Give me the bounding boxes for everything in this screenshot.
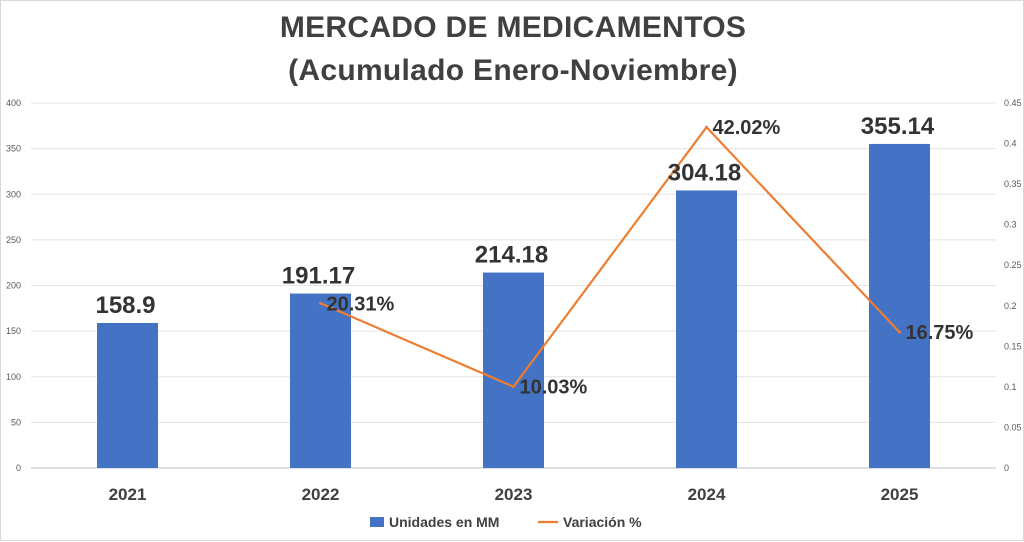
- line-point: [705, 125, 708, 129]
- bar: [869, 143, 930, 468]
- y-left-tick-label: 50: [11, 417, 21, 427]
- y-right-tick-label: 0.15: [1004, 341, 1022, 351]
- line-point: [898, 330, 901, 334]
- line-data-label: 42.02%: [713, 117, 781, 139]
- line-data-label: 16.75%: [906, 322, 974, 344]
- bar: [483, 272, 544, 468]
- y-right-tick-label: 0.2: [1004, 301, 1017, 311]
- y-left-tick-label: 150: [6, 326, 21, 336]
- legend-label: Unidades en MM: [389, 514, 499, 530]
- y-left-tick-label: 300: [6, 189, 21, 199]
- bar: [290, 293, 351, 468]
- legend-label: Variación %: [563, 514, 642, 530]
- line-point: [512, 385, 515, 389]
- x-tick-label: 2023: [495, 485, 533, 504]
- line-series: [320, 126, 901, 388]
- x-tick-label: 2025: [881, 485, 919, 504]
- chart-title: MERCADO DE MEDICAMENTOS: [279, 11, 747, 44]
- x-tick-label: 2024: [688, 485, 726, 504]
- y-left-tick-label: 400: [6, 98, 21, 108]
- bar-data-label: 304.18: [668, 159, 741, 186]
- y-right-tick-label: 0.25: [1004, 260, 1022, 270]
- line-data-label: 20.31%: [327, 293, 395, 315]
- line-point: [319, 301, 322, 305]
- legend-swatch-bar: [370, 517, 384, 527]
- y-right-tick-label: 0.05: [1004, 422, 1022, 432]
- x-tick-label: 2021: [109, 485, 147, 504]
- y-right-tick-label: 0: [1004, 463, 1009, 473]
- x-tick-label: 2022: [302, 485, 340, 504]
- bar-data-label: 355.14: [861, 113, 935, 140]
- line-data-label: 10.03%: [520, 377, 588, 399]
- y-left-tick-label: 200: [6, 281, 21, 291]
- bar-data-label: 214.18: [475, 242, 548, 269]
- bar: [676, 190, 737, 469]
- y-right-tick-label: 0.35: [1004, 179, 1022, 189]
- bar-data-label: 191.17: [282, 263, 355, 290]
- bar: [97, 323, 158, 468]
- y-right-tick-label: 0.4: [1004, 139, 1017, 149]
- y-right-tick-label: 0.1: [1004, 382, 1017, 392]
- y-left-tick-label: 350: [6, 144, 21, 154]
- y-left-tick-label: 100: [6, 372, 21, 382]
- y-right-tick-label: 0.45: [1004, 98, 1022, 108]
- y-right-tick-label: 0.3: [1004, 220, 1017, 230]
- chart-subtitle: (Acumulado Enero-Noviembre): [288, 54, 738, 87]
- bar-data-label: 158.9: [95, 292, 155, 319]
- y-left-tick-label: 0: [16, 463, 21, 473]
- y-left-tick-label: 250: [6, 235, 21, 245]
